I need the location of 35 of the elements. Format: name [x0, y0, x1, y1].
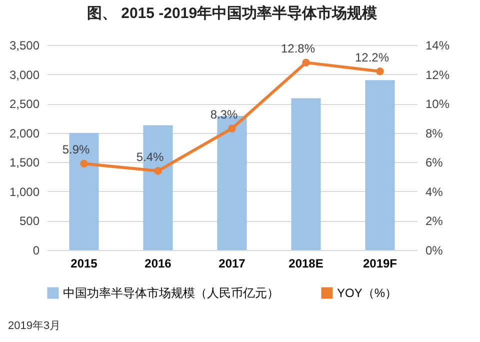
y2-tick-label: 12% [426, 68, 450, 82]
data-label: 12.8% [280, 42, 316, 56]
y2-tick-label: 4% [426, 184, 444, 199]
y2-tick-label: 0% [426, 244, 444, 258]
y2-tick-label: 14% [426, 38, 450, 52]
point [376, 67, 384, 76]
y-tick-label: 3,500 [9, 38, 40, 52]
data-label: 8.3% [210, 107, 238, 122]
y-tick-label: 500 [19, 214, 40, 228]
y-tick-label: 3,000 [9, 68, 40, 82]
y-tick-label: 0 [32, 244, 40, 258]
y-tick-label: 2,500 [9, 97, 40, 112]
x-tick-label: 2015 [70, 256, 98, 270]
bar [365, 80, 395, 250]
x-tick-label: 2018E [288, 256, 324, 270]
x-tick-label: 2019F [362, 256, 398, 270]
y-tick-label: 1,000 [9, 184, 40, 199]
point [80, 160, 88, 168]
data-label: 12.2% [354, 50, 390, 64]
y-tick-label: 2,000 [9, 126, 40, 140]
y-tick-label: 1,500 [9, 156, 40, 170]
chart-title: 图、 2015 -2019年中国功率半导体市场规模 [86, 4, 378, 22]
legend-label: YOY（%） [337, 286, 398, 300]
y2-tick-label: 2% [426, 214, 444, 228]
x-tick-label: 2016 [144, 256, 172, 270]
legend-label: 中国功率半导体市场规模（人民币亿元） [63, 286, 279, 300]
point [302, 58, 310, 66]
text: 2019年3月 [8, 319, 61, 333]
bar [291, 98, 321, 250]
point [154, 167, 162, 175]
x-tick-label: 2017 [218, 256, 246, 270]
y2-tick-label: 8% [426, 126, 444, 140]
y2-tick-label: 10% [426, 97, 450, 112]
point [228, 124, 236, 132]
y2-tick-label: 6% [426, 156, 444, 170]
